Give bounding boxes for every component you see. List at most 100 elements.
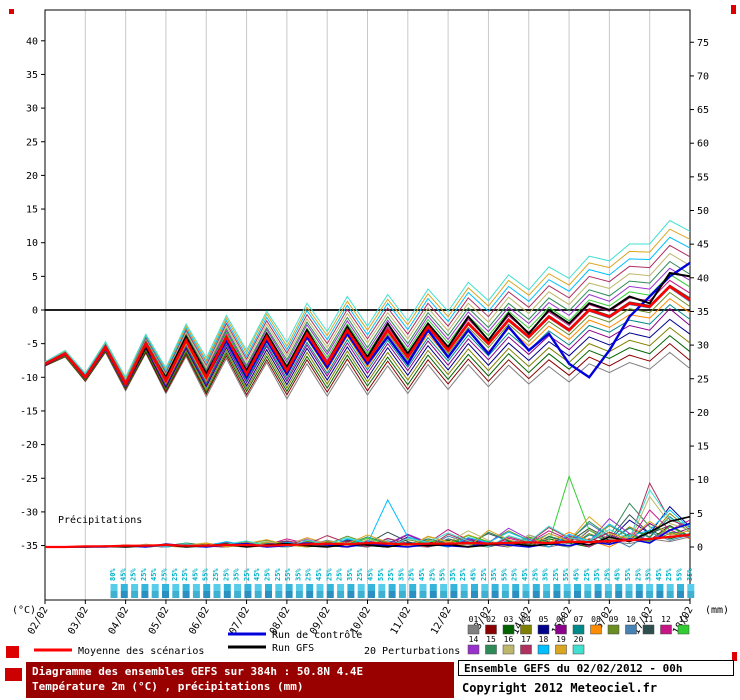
precip-probability-block: [295, 591, 303, 598]
legend-member-number: 17: [521, 635, 531, 644]
precip-probability-block: [131, 591, 139, 598]
precip-axis-label: 5: [697, 509, 703, 520]
temp-axis-label: -30: [20, 507, 38, 518]
precip-probability-block: [460, 591, 468, 598]
precip-probability-block: [563, 591, 571, 598]
temp-axis-label: -25: [20, 474, 38, 485]
precip-axis-label: 20: [697, 408, 709, 419]
precip-probability-block: [254, 591, 262, 598]
precip-probability-label: 45%: [367, 568, 375, 581]
legend-member-swatch: [660, 624, 672, 635]
precip-axis-label: 40: [697, 273, 709, 284]
footer-bar: Diagramme des ensembles GEFS sur 384h : …: [0, 660, 740, 700]
precip-probability-block: [553, 584, 561, 591]
member-17-temp-line: [44, 244, 691, 382]
precip-probability-block: [192, 591, 200, 598]
legend-control-label: Run de contrôle: [272, 629, 362, 641]
precip-probability-label: 35%: [645, 568, 653, 581]
precip-probability-label: 45%: [614, 568, 622, 581]
precip-probability-label: 25%: [140, 568, 148, 581]
legend-member-swatch: [467, 644, 480, 655]
precip-probability-block: [368, 584, 375, 591]
copyright-text: Copyright 2012 Meteociel.fr: [462, 681, 658, 695]
precip-probability-label: 45%: [119, 568, 127, 581]
precip-probability-label: 45%: [253, 568, 261, 581]
precip-probability-block: [553, 591, 561, 598]
precip-probability-block: [429, 584, 437, 591]
precip-probability-label: 25%: [325, 568, 333, 581]
precip-probability-label: 45%: [573, 568, 581, 581]
precip-probability-block: [481, 584, 489, 591]
member-03-temp-line: [44, 334, 691, 394]
temp-axis-label: 40: [26, 36, 38, 47]
legend-member-swatch: [555, 644, 567, 655]
legend-mean-label: Moyenne des scénarios: [78, 645, 204, 657]
legend-member-number: 08: [591, 615, 601, 624]
precip-probability-block: [604, 584, 612, 591]
precip-probability-block: [316, 584, 324, 591]
legend-member-number: 12: [661, 615, 671, 624]
precip-probability-block: [512, 591, 520, 598]
precip-probability-block: [625, 584, 633, 591]
member-02-temp-line: [44, 342, 691, 396]
legend-member-number: 06: [556, 615, 566, 624]
precip-probability-label: 25%: [356, 568, 364, 581]
precip-probability-block: [625, 591, 633, 598]
precip-probability-label: 25%: [603, 568, 611, 581]
legend-member-swatch: [537, 624, 550, 635]
precip-probability-block: [532, 591, 540, 598]
precip-probability-block: [203, 584, 211, 591]
precip-probability-block: [409, 584, 417, 591]
member-05-temp-line: [44, 318, 691, 389]
precip-probability-block: [265, 591, 272, 598]
precip-axis-label: 25: [697, 374, 709, 385]
precip-probability-label: 25%: [583, 568, 591, 581]
chart-title: Diagramme des ensembles GEFS sur 384h : …: [32, 665, 364, 678]
date-label: 11/02: [389, 605, 414, 637]
precip-probability-block: [481, 591, 489, 598]
precip-probability-block: [192, 584, 200, 591]
ensemble-mean-precip-line: [45, 533, 691, 549]
precip-probability-block: [656, 584, 664, 591]
precip-probability-block: [471, 591, 478, 598]
precip-probability-block: [120, 591, 128, 598]
precip-axis-label: 45: [697, 240, 709, 251]
temp-axis-label: 35: [26, 70, 38, 81]
precip-probability-block: [635, 584, 643, 591]
precip-probability-block: [677, 584, 684, 591]
precip-probability-label: 25%: [181, 568, 189, 581]
precip-axis-label: 30: [697, 341, 709, 352]
precip-probability-label: 45%: [150, 568, 158, 581]
precip-probability-block: [357, 591, 365, 598]
precip-probability-label: 25%: [480, 568, 488, 581]
precip-probability-block: [388, 591, 396, 598]
precip-probability-block: [162, 584, 169, 591]
member-04-temp-line: [44, 326, 691, 391]
legend-member-number: 09: [609, 615, 619, 624]
brand-red-square: [5, 668, 22, 681]
precip-probability-block: [120, 584, 128, 591]
precip-probability-block: [368, 591, 375, 598]
precip-axis-label: 50: [697, 206, 709, 217]
precip-probability-block: [491, 591, 499, 598]
precip-probability-block: [501, 591, 509, 598]
precip-probability-label: 55%: [676, 568, 684, 581]
precip-probability-block: [347, 591, 355, 598]
precip-probability-label: 35%: [346, 568, 354, 581]
precip-probability-block: [213, 584, 221, 591]
precip-probability-label: 25%: [222, 568, 230, 581]
corner-marker-bottom-left: [6, 646, 19, 658]
precip-probability-label: 25%: [130, 568, 138, 581]
precip-probability-block: [615, 591, 623, 598]
precip-probability-label: 25%: [161, 568, 169, 581]
precip-probability-label: 35%: [686, 568, 694, 581]
temp-axis-label: 30: [26, 104, 38, 115]
precip-probability-block: [440, 584, 448, 591]
precip-probability-block: [584, 591, 592, 598]
precip-probability-block: [646, 591, 654, 598]
date-label: 12/02: [429, 605, 454, 637]
precip-probability-label: 35%: [593, 568, 601, 581]
temp-axis-label: -35: [20, 541, 38, 552]
date-label: 04/02: [107, 605, 132, 637]
legend-member-number: 04: [521, 615, 531, 624]
